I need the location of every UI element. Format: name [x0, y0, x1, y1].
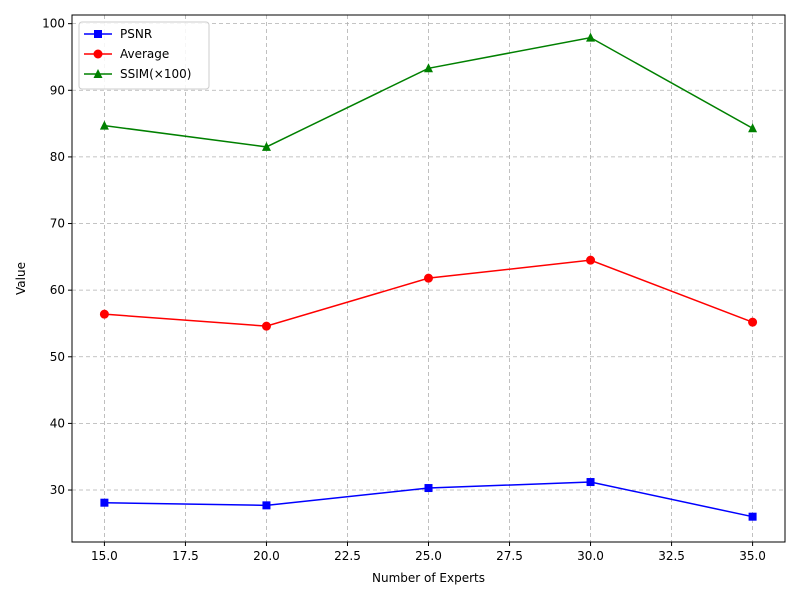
legend-item: PSNR	[84, 27, 152, 41]
data-point	[424, 63, 433, 73]
data-point	[261, 141, 271, 151]
data-point	[100, 498, 109, 507]
series-square	[100, 478, 757, 521]
series-layer	[99, 32, 758, 521]
legend-item: SSIM(×100)	[84, 67, 191, 81]
data-point	[424, 484, 433, 493]
x-tick-label: 32.5	[658, 549, 685, 563]
x-tick-label: 20.0	[253, 549, 280, 563]
data-point	[99, 309, 109, 319]
data-point	[99, 120, 109, 130]
x-tick-label: 22.5	[334, 549, 361, 563]
x-tick-label: 27.5	[496, 549, 523, 563]
x-tick-label: 35.0	[739, 549, 766, 563]
legend-label: Average	[120, 47, 169, 61]
legend: PSNR Average SSIM(×100)	[78, 21, 210, 90]
y-tick-label: 100	[42, 17, 65, 31]
y-tick-label: 80	[50, 150, 65, 164]
y-tick-label: 60	[50, 283, 65, 297]
y-tick-label: 90	[50, 83, 65, 97]
y-axis-label: Value	[14, 262, 28, 295]
x-tick-label: 30.0	[577, 549, 604, 563]
legend-label: PSNR	[120, 27, 152, 41]
data-point	[424, 273, 433, 283]
x-tick-label: 25.0	[415, 549, 442, 563]
data-point	[586, 478, 595, 487]
data-point	[586, 255, 596, 265]
grid	[72, 15, 785, 542]
data-point	[748, 512, 757, 521]
series-triangle	[99, 32, 758, 151]
y-tick-label: 40	[50, 416, 65, 430]
data-point	[748, 123, 758, 133]
series-circle	[99, 255, 758, 331]
y-tick-label: 30	[50, 483, 65, 497]
x-tick-label: 17.5	[172, 549, 199, 563]
x-tick-label: 15.0	[91, 549, 118, 563]
y-axis: 30 40 50 60 70 80 90 100	[42, 17, 72, 497]
legend-marker	[94, 30, 102, 38]
data-point	[261, 321, 271, 331]
y-tick-label: 70	[50, 217, 65, 231]
data-point	[748, 317, 758, 327]
legend-marker	[93, 69, 103, 78]
legend-box	[78, 21, 210, 90]
data-point	[262, 501, 271, 510]
x-axis: 15.0 17.5 20.0 22.5 25.0 27.5 30.0 32.5 35.0	[91, 542, 766, 563]
data-point	[586, 32, 596, 42]
x-axis-label: Number of Experts	[372, 571, 485, 585]
legend-label: SSIM(×100)	[120, 67, 191, 81]
legend-item: Average	[84, 47, 169, 61]
y-tick-label: 50	[50, 350, 65, 364]
legend-marker	[93, 49, 103, 59]
